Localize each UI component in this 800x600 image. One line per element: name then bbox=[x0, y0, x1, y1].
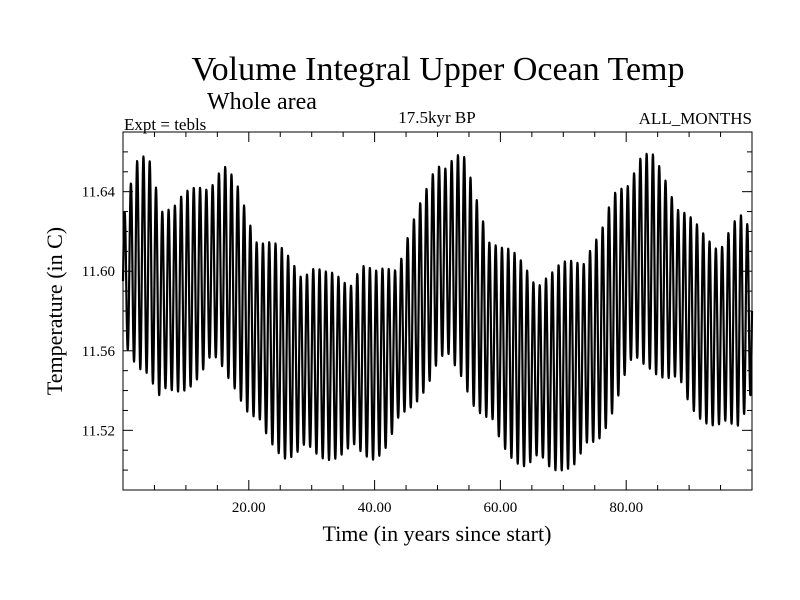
y-tick-label: 11.52 bbox=[82, 423, 115, 439]
experiment-label: Expt = tebls bbox=[124, 115, 206, 134]
y-tick-label: 11.64 bbox=[82, 185, 116, 201]
x-axis-label: Time (in years since start) bbox=[323, 521, 552, 546]
temperature-series-line bbox=[121, 152, 754, 472]
y-tick-label: 11.56 bbox=[82, 344, 116, 360]
x-tick-label: 20.00 bbox=[232, 500, 266, 516]
x-tick-label: 40.00 bbox=[358, 500, 392, 516]
months-label: ALL_MONTHS bbox=[639, 109, 752, 128]
axis-ticks: 20.00 40.00 60.00 80.00 11.52 11.56 11.60 11.64 bbox=[82, 132, 752, 516]
x-tick-label: 80.00 bbox=[609, 500, 643, 516]
y-axis-label: Temperature (in C) bbox=[42, 227, 67, 395]
period-label: 17.5kyr BP bbox=[398, 108, 475, 127]
chart-subtitle: Whole area bbox=[207, 89, 317, 115]
x-tick-label: 60.00 bbox=[484, 500, 518, 516]
y-tick-label: 11.60 bbox=[82, 264, 115, 280]
chart-title: Volume Integral Upper Ocean Temp bbox=[192, 51, 685, 88]
